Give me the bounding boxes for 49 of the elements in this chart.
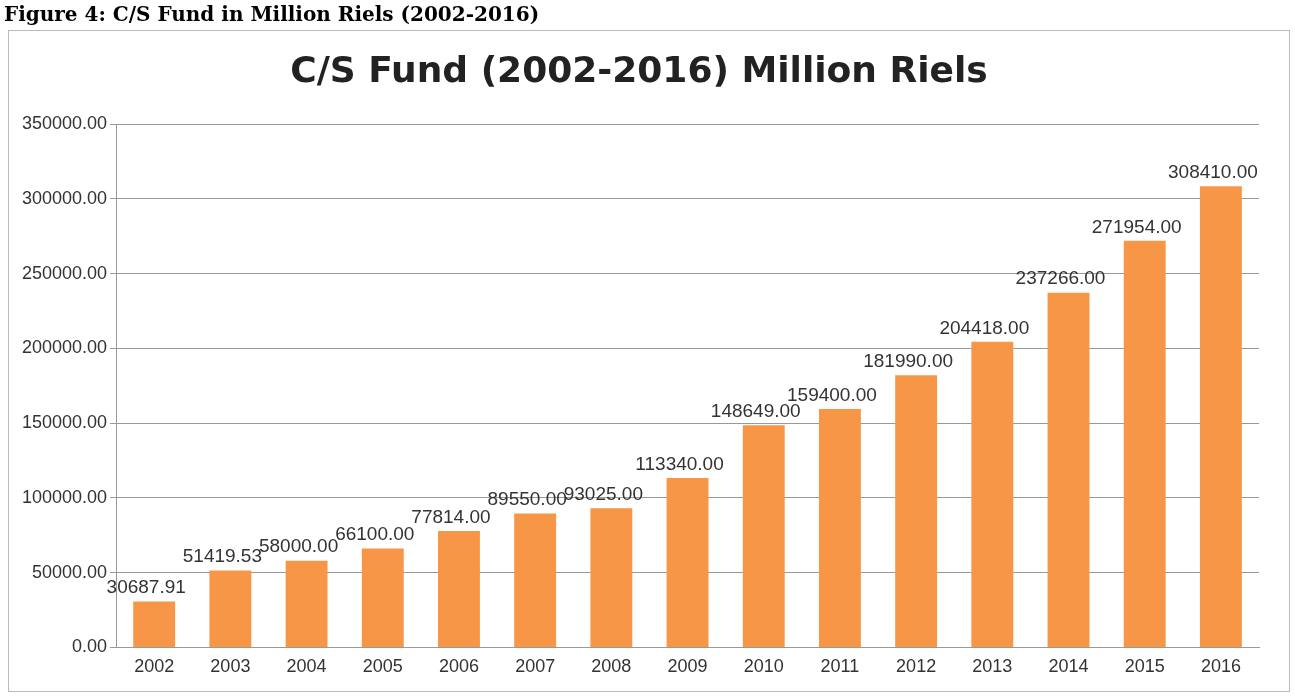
y-tick-label: 0.00 bbox=[72, 636, 108, 657]
bar bbox=[742, 425, 785, 647]
bar bbox=[438, 531, 480, 647]
data-label: 204418.00 bbox=[939, 316, 1030, 338]
chart-title: C/S Fund (2002-2016) Million Riels bbox=[290, 48, 988, 90]
x-tick-label: 2011 bbox=[820, 656, 860, 677]
bar bbox=[895, 375, 938, 647]
bar bbox=[666, 477, 709, 647]
y-tick-label: 50000.00 bbox=[32, 561, 108, 582]
data-label: 181990.00 bbox=[863, 350, 954, 372]
x-tick-label: 2002 bbox=[134, 656, 175, 677]
bar bbox=[590, 508, 633, 647]
x-tick-label: 2009 bbox=[667, 656, 708, 677]
caption: Figure 4: C/S Fund in Million Riels (2002-2016) bbox=[4, 2, 540, 26]
bar bbox=[285, 560, 328, 647]
bar bbox=[1123, 240, 1166, 647]
x-tick-label: 2014 bbox=[1048, 656, 1089, 677]
x-tick-label: 2015 bbox=[1124, 656, 1165, 677]
x-tick-label: 2004 bbox=[286, 656, 327, 677]
bar bbox=[209, 570, 252, 647]
bar bbox=[1047, 292, 1090, 647]
data-label: 159400.00 bbox=[787, 383, 877, 405]
bar bbox=[818, 409, 861, 647]
x-tick-label: 2003 bbox=[210, 656, 251, 677]
y-tick-label: 150000.00 bbox=[21, 412, 108, 433]
x-tick-label: 2007 bbox=[515, 656, 556, 677]
y-tick-label: 200000.00 bbox=[21, 337, 108, 358]
x-tick-label: 2010 bbox=[743, 656, 784, 677]
bar bbox=[1199, 186, 1242, 647]
y-tick-label: 300000.00 bbox=[21, 187, 108, 208]
x-tick-label: 2012 bbox=[896, 656, 937, 677]
x-tick-label: 2006 bbox=[438, 656, 479, 677]
y-tick-label: 100000.00 bbox=[21, 486, 108, 507]
x-tick-label: 2008 bbox=[591, 656, 632, 677]
data-label: 237266.00 bbox=[1015, 267, 1106, 289]
bar bbox=[133, 601, 176, 647]
data-label: 308410.00 bbox=[1167, 161, 1258, 183]
data-label: 77814.00 bbox=[411, 505, 491, 527]
x-tick-label: 2013 bbox=[972, 656, 1013, 677]
x-tick-label: 2016 bbox=[1200, 656, 1241, 677]
data-label: 30687.91 bbox=[106, 576, 186, 598]
data-label: 113340.00 bbox=[635, 452, 724, 474]
x-tick-label: 2005 bbox=[362, 656, 403, 677]
y-tick-label: 350000.00 bbox=[21, 113, 108, 134]
bar bbox=[514, 513, 557, 647]
data-label: 271954.00 bbox=[1091, 215, 1182, 237]
bar bbox=[361, 548, 404, 647]
y-tick-label: 250000.00 bbox=[21, 262, 108, 283]
bar bbox=[971, 341, 1014, 647]
